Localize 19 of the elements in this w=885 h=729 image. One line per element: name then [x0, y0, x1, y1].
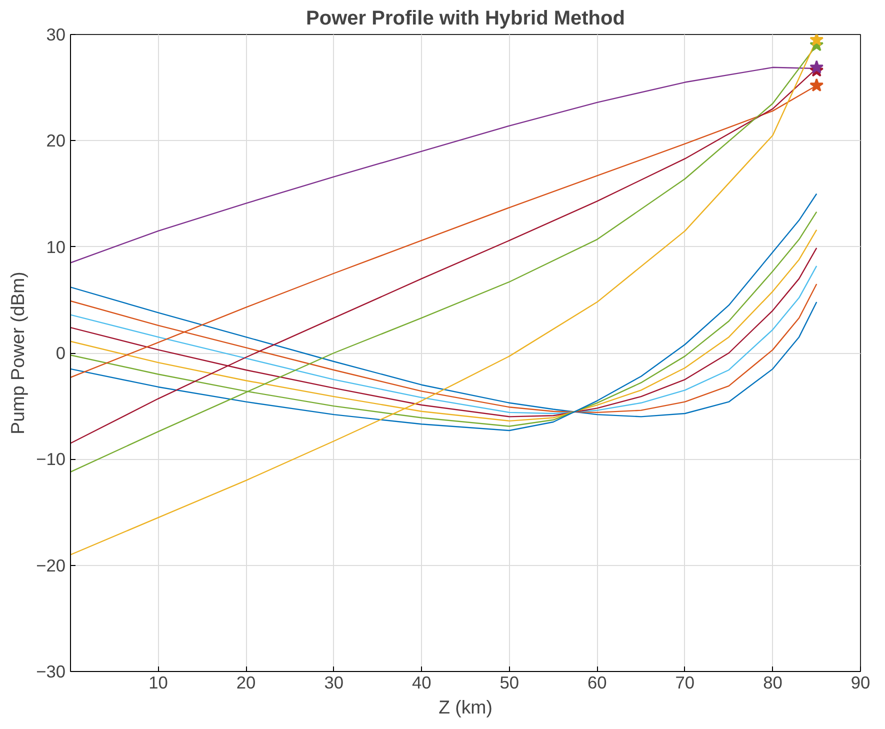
x-tick-label: 40	[412, 672, 432, 692]
y-tick-label: −30	[36, 662, 66, 682]
y-tick-label: −20	[36, 555, 66, 576]
y-tick-label: 0	[56, 343, 66, 363]
y-tick-label: 30	[46, 24, 66, 44]
x-tick-label: 10	[148, 672, 168, 692]
x-tick-label: 80	[763, 672, 782, 692]
x-tick-label: 60	[588, 672, 607, 692]
x-tick-label: 70	[675, 672, 695, 692]
chart-title: Power Profile with Hybrid Method	[306, 8, 625, 30]
x-tick-label: 90	[850, 672, 870, 692]
x-axis-title: Z (km)	[438, 696, 492, 718]
y-tick-label: 10	[46, 236, 66, 257]
x-tick-label: 30	[324, 672, 344, 692]
y-tick-label: 20	[46, 130, 66, 151]
x-tick-label: 20	[236, 672, 256, 692]
x-tick-label: 50	[500, 672, 520, 692]
y-axis-title: Pump Power (dBm)	[7, 272, 28, 434]
y-tick-label: −10	[36, 449, 66, 470]
